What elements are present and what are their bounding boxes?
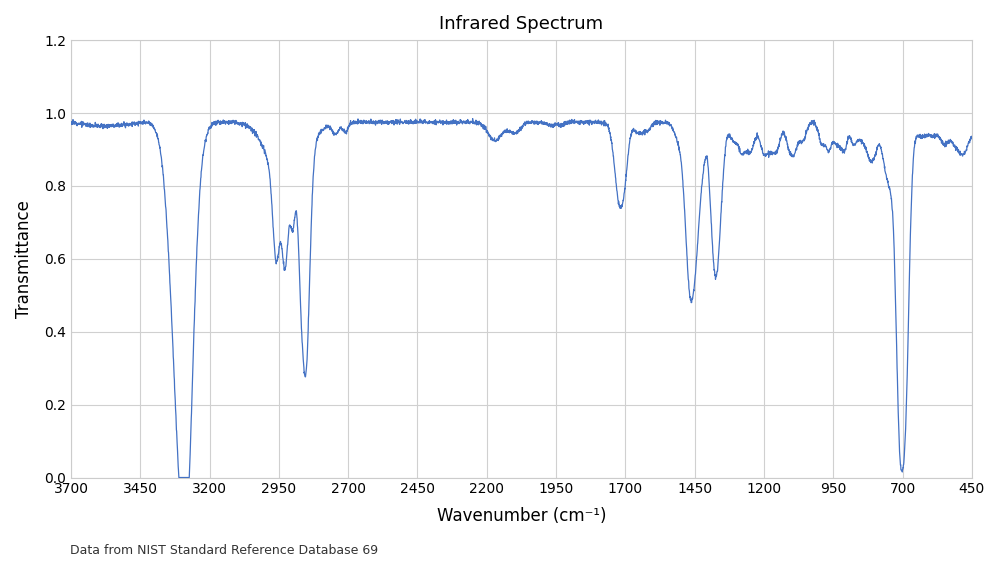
Y-axis label: Transmittance: Transmittance	[15, 200, 33, 318]
Title: Infrared Spectrum: Infrared Spectrum	[439, 15, 603, 33]
Text: Data from NIST Standard Reference Database 69: Data from NIST Standard Reference Databa…	[70, 544, 378, 557]
X-axis label: Wavenumber (cm⁻¹): Wavenumber (cm⁻¹)	[437, 507, 606, 525]
